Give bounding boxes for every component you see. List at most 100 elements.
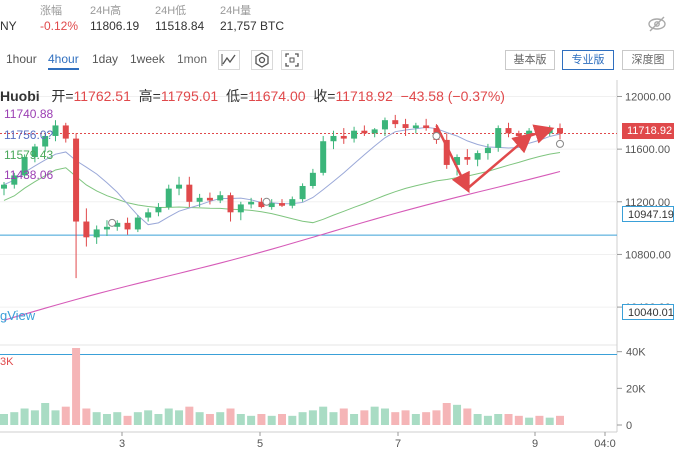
high-label: 高= [138,88,161,104]
mode-depth-button[interactable]: 深度图 [622,50,674,70]
settings-icon[interactable] [251,50,273,70]
high-value: 11795.01 [160,88,219,104]
volume-bar [298,412,307,425]
annotation-arrow [528,124,555,144]
candle-body [443,139,450,165]
volume-bar [51,410,60,425]
volume-bar [370,406,379,425]
candle-body [557,128,563,134]
volume-bar [432,410,441,425]
hide-eye-icon[interactable] [647,14,667,34]
volume-bar [226,408,235,425]
high24-label: 24H高 [90,5,122,17]
candle-body [31,146,38,158]
candle-body [484,147,491,154]
volume-bar [360,410,369,425]
volume-bar [216,412,225,425]
candle-body [103,226,110,230]
level-price-tag: 10040.01 [622,304,674,320]
candle-body [361,130,368,134]
candle-body [258,201,265,208]
pair-name: NY [0,19,17,33]
low-label: 低= [225,88,249,104]
time-tick-label: 04:0 [594,438,615,450]
vol24-label: 24H量 [220,5,252,17]
candle-body [515,133,522,136]
volume-bar [164,408,173,425]
volume-bar [350,414,359,425]
ma-short-line [3,126,561,226]
candle-body [464,157,471,160]
volume-tick-label: 0 [626,420,632,432]
volume-bar [391,412,400,425]
candle-body [186,184,193,202]
candle-body [412,125,419,129]
mode-pro-button[interactable]: 专业版 [562,50,614,70]
indicator-icon[interactable] [218,50,240,70]
volume-bar [453,404,462,425]
volume-tick-label: 40K [626,347,646,359]
candle-body [423,125,430,129]
candle-body [505,128,512,134]
volume-bar [133,412,142,425]
candle-body [381,120,388,130]
candle-body [340,135,347,139]
candle-body [21,157,28,176]
volume-bar [195,412,204,425]
candle-body [268,203,275,208]
volume-bar [154,414,163,425]
open-label: 开= [51,88,74,104]
level-price-tag: 10947.19 [622,206,674,222]
candle-body [299,185,306,200]
timeframe-1day[interactable]: 1day [92,52,119,66]
volume-bar [123,415,132,425]
candle-body [196,197,203,202]
vol24-stat: 24H量 21,757 BTC [220,4,284,34]
ohlc-legend: Huobi 开=11762.51 高=11795.01 低=11674.00 收… [0,86,505,106]
low-value: 11674.00 [248,88,306,104]
candle-body [320,141,327,173]
candle-body [11,175,18,185]
volume-bar [308,410,317,425]
candle-body [309,172,316,186]
volume-bar [10,412,19,425]
chart-toolbar: 1hour 4hour 1day 1week 1mon [0,48,685,72]
candle-body [114,222,121,227]
candle-body [1,184,7,189]
candle-body [330,135,337,142]
volume-bar [236,414,245,425]
candle-body [155,207,162,213]
candle-body [227,195,234,213]
time-tick-label: 5 [257,438,263,450]
timeframe-1mon[interactable]: 1mon [177,52,208,66]
open-value: 11762.51 [73,88,131,104]
volume-bar [144,410,153,425]
timeframe-1hour[interactable]: 1hour [6,52,37,66]
event-marker [108,218,117,227]
timeframe-4hour[interactable]: 4hour [48,52,79,70]
fullscreen-icon[interactable] [281,50,303,70]
volume-bar [483,415,492,425]
volume-bar [288,415,297,425]
candle-body [279,203,285,206]
volume-bar [92,412,101,425]
high24-stat: 24H高 11806.19 [90,4,139,34]
volume-bar [504,414,513,425]
volume-bar [442,403,451,425]
volume-bar [535,415,544,425]
candle-body [176,184,183,189]
volume-bar [20,408,29,425]
change-amount: −43.58 (−0.37%) [400,88,505,104]
mode-basic-button[interactable]: 基本版 [505,50,555,70]
volume-bar [175,410,184,425]
timeframe-1week[interactable]: 1week [130,52,165,66]
candle-body [124,222,131,230]
price-tick-label: 11600.00 [625,144,670,156]
ma-label: 11740.88 [4,107,54,121]
ma-label: 11438.06 [4,168,54,182]
volume-bar [30,410,39,425]
ma-long-line [3,170,561,321]
volume-bar [82,408,91,425]
volume-bar [380,408,389,425]
